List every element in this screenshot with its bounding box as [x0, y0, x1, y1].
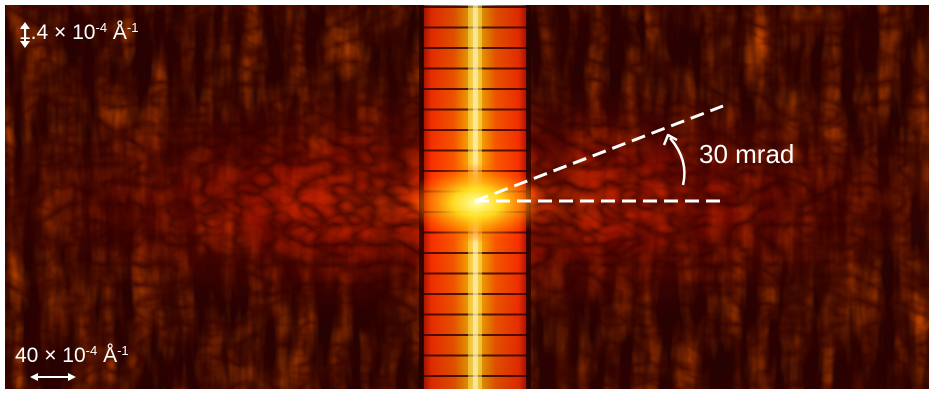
vertical-scale-bar: 1.4 × 10-4 Å-1: [19, 19, 139, 48]
angle-annotation: [474, 104, 724, 203]
vertical-scale-value: 1.4 × 10: [19, 21, 96, 44]
angle-label: 30 mrad: [699, 139, 795, 169]
angle-arc-arrowhead: [662, 133, 678, 146]
horizontal-scale-exponent: -4: [85, 342, 98, 358]
horizontal-scale-bar: 40 × 10-4 Å-1: [15, 342, 129, 367]
horizontal-scale-unit-exponent: -1: [117, 342, 129, 358]
horizontal-scale-arrow: [30, 373, 76, 381]
horizontal-scale-unit: Å: [103, 344, 118, 367]
diffraction-pattern: [5, 5, 929, 389]
horizontal-scale-value: 40 × 10: [15, 344, 86, 367]
vertical-double-arrow-icon: [20, 22, 30, 48]
specular-spot: [407, 163, 547, 243]
vertical-scale-unit-exponent: -1: [126, 19, 139, 35]
vertical-scale-exponent: -4: [95, 19, 108, 35]
vertical-scale-unit: Å: [112, 21, 127, 44]
tilted-line: [474, 104, 724, 203]
angle-arc: [669, 137, 686, 186]
diffraction-image: 1.4 × 10-4 Å-1 40 × 10-4 Å-1 30 mrad: [5, 5, 929, 389]
